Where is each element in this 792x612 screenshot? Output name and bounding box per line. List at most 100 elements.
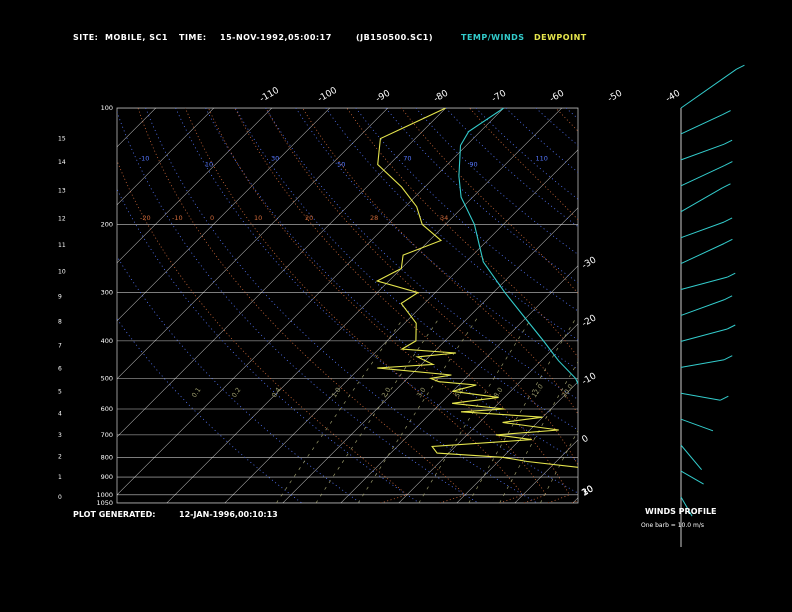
moist-adiabat — [400, 108, 578, 294]
wind-barb-flag — [723, 139, 733, 145]
wind-barb — [680, 470, 704, 485]
moist-adiabat-label: 20 — [305, 214, 313, 222]
plot-area — [116, 107, 579, 504]
wind-barb — [680, 328, 728, 342]
height-km-tick: 6 — [58, 366, 62, 373]
mixing-ratio-line — [580, 318, 674, 503]
height-km-tick: 13 — [58, 188, 66, 195]
isotherm-label-right: -10 — [581, 371, 599, 387]
wind-barb-flag — [727, 272, 736, 278]
pressure-tick-label: 100 — [101, 104, 113, 112]
dry-adiabat — [265, 108, 578, 400]
wind-barb — [680, 392, 721, 401]
isotherm-line — [572, 497, 578, 503]
isotherm-line — [747, 108, 792, 503]
time-label: TIME: — [179, 33, 207, 42]
wind-barb — [680, 242, 725, 265]
moist-adiabat — [555, 108, 578, 132]
wind-barb — [680, 444, 702, 470]
isotherm-label-top: -80 — [432, 88, 450, 104]
wind-barb-flag — [727, 324, 736, 330]
winds-scale-note: One barb = 10.0 m/s — [641, 522, 704, 529]
temp-legend: TEMP/WINDS — [461, 33, 525, 42]
mixing-ratio-line — [616, 318, 706, 503]
wind-barb-flag — [723, 217, 733, 223]
dry-adiabat — [117, 188, 420, 503]
plot-generated-label: PLOT GENERATED: — [73, 510, 156, 519]
site-value: MOBILE, SC1 — [105, 33, 168, 42]
dry-adiabat-label: 30 — [271, 155, 279, 163]
isotherm-line — [117, 108, 214, 206]
dry-adiabat — [205, 108, 578, 462]
wind-barb — [680, 187, 723, 213]
isotherm-label-right: -20 — [581, 313, 599, 329]
pressure-tick-label: 900 — [101, 473, 113, 481]
wind-barb — [680, 165, 725, 187]
mixing-ratio-line — [663, 318, 747, 503]
wind-barb — [680, 359, 725, 368]
moist-adiabat-label: 28 — [370, 214, 378, 222]
moist-adiabat-label: 34 — [440, 214, 448, 222]
wind-barb-flag — [736, 64, 745, 70]
pressure-tick-label: 200 — [101, 220, 113, 228]
wind-barb — [680, 114, 723, 135]
dry-adiabat — [716, 108, 792, 503]
height-km-tick: 5 — [58, 388, 62, 395]
site-label: SITE: — [73, 33, 99, 42]
isotherm-label-top: -60 — [548, 88, 566, 104]
isotherm-label-top: -110 — [258, 86, 281, 105]
height-km-tick: 2 — [58, 453, 62, 460]
isotherm-label-top: -40 — [664, 88, 682, 104]
isotherm-line — [398, 323, 578, 503]
isotherm-line — [224, 149, 578, 503]
dry-adiabat-label: 70 — [403, 155, 411, 163]
wind-barb-flag — [720, 395, 729, 401]
height-km-tick: 15 — [58, 136, 66, 143]
dry-adiabat — [686, 108, 792, 503]
dewpoint-trace — [375, 108, 578, 468]
pressure-tick-label: 600 — [101, 405, 113, 413]
dry-adiabat-label: 90 — [469, 161, 477, 169]
isotherm-label-top: -70 — [490, 88, 508, 104]
height-km-tick: 14 — [58, 159, 66, 166]
height-km-tick: 4 — [58, 411, 62, 418]
pressure-tick-label: 300 — [101, 289, 113, 297]
isotherm-label-top: -100 — [316, 86, 339, 105]
height-km-tick: 8 — [58, 318, 62, 325]
moist-adiabat — [658, 108, 734, 503]
height-km-tick: 3 — [58, 432, 62, 439]
wind-barb-flag — [724, 355, 733, 361]
height-km-tick: 7 — [58, 342, 62, 349]
wind-barb-flag — [722, 110, 731, 115]
pressure-tick-label: 1000 — [96, 491, 113, 499]
moist-adiabat — [184, 108, 524, 503]
wind-barb — [680, 221, 725, 239]
dry-adiabat — [117, 318, 303, 503]
isotherm-line — [689, 108, 792, 503]
isotherm-line — [166, 108, 562, 503]
isotherm-label-top: -90 — [374, 88, 392, 104]
pressure-tick-label: 800 — [101, 453, 113, 461]
isotherm-line — [0, 108, 40, 503]
height-km-tick: 12 — [58, 215, 66, 222]
dry-adiabat-label: 50 — [337, 161, 345, 169]
moist-adiabat — [137, 108, 466, 503]
isotherm-line — [117, 108, 330, 322]
file-id: (JB150500.SC1) — [356, 33, 434, 42]
isotherm-line — [117, 108, 446, 438]
wind-barb-flag — [724, 161, 733, 167]
dry-adiabat — [656, 108, 792, 503]
isotherm-label-right: -30 — [581, 255, 599, 271]
temperature-trace — [458, 108, 578, 386]
wind-barb-flag — [722, 183, 731, 189]
isotherm-line — [117, 108, 504, 496]
isotherm-line — [117, 108, 388, 380]
dry-adiabat-label: 110 — [535, 155, 547, 163]
wind-barb — [680, 68, 737, 109]
dry-adiabat — [565, 108, 578, 120]
wind-barb-flag — [724, 238, 733, 244]
wind-barb — [680, 299, 725, 316]
isotherm-line — [340, 265, 578, 503]
winds-profile-title: WINDS PROFILE — [645, 507, 717, 516]
